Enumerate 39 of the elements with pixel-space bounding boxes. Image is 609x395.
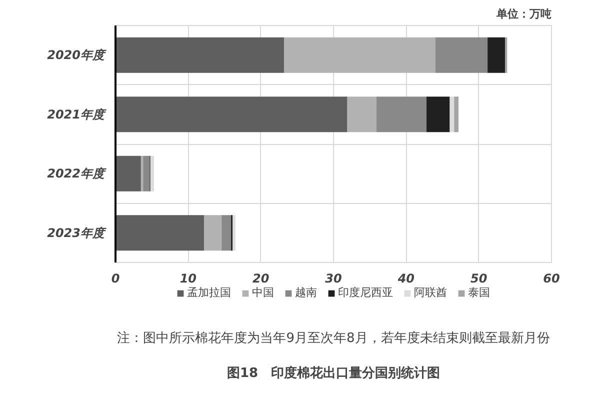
legend-label: 阿联酋 xyxy=(414,285,447,300)
bar xyxy=(116,96,348,132)
bar xyxy=(284,37,436,73)
legend-label: 孟加拉国 xyxy=(187,285,231,300)
x-tick-label: 10 xyxy=(180,272,197,286)
bar xyxy=(143,156,150,192)
y-tick-label: 2020年度 xyxy=(47,48,106,62)
legend-label: 印度尼西亚 xyxy=(338,285,393,300)
legend-label: 越南 xyxy=(295,285,317,300)
bar xyxy=(116,156,141,192)
legend-label: 泰国 xyxy=(468,285,490,300)
legend-label: 中国 xyxy=(252,285,274,300)
x-tick-label: 30 xyxy=(325,272,342,286)
bar xyxy=(376,96,427,132)
bar xyxy=(116,215,204,251)
bar xyxy=(116,37,284,73)
bar xyxy=(426,96,450,132)
bar xyxy=(222,215,232,251)
bar xyxy=(150,156,154,192)
bar xyxy=(140,156,144,192)
x-tick-label: 60 xyxy=(543,272,560,286)
bar xyxy=(435,37,488,73)
x-tick-label: 40 xyxy=(396,272,415,286)
bar xyxy=(454,96,458,132)
text: 注：图中所示棉花年度为当年9月至次年8月，若年度未结束则截至最新月份 xyxy=(117,330,550,346)
x-tick-label: 50 xyxy=(470,272,488,286)
bar xyxy=(347,96,376,132)
text: 图18 印度棉花出口量分国别统计图 xyxy=(226,365,440,381)
bar xyxy=(204,215,222,251)
bar xyxy=(232,215,236,251)
y-tick-label: 2022年度 xyxy=(47,166,106,181)
bar xyxy=(504,37,508,73)
bar xyxy=(450,96,454,132)
bar xyxy=(488,37,505,73)
x-tick-label: 20 xyxy=(252,272,270,286)
x-tick-label: 0 xyxy=(111,272,120,286)
y-tick-label: 2023年度 xyxy=(47,226,106,240)
chart-subtitle: 单位：万吨 xyxy=(496,8,552,20)
y-tick-label: 2021年度 xyxy=(47,107,106,122)
